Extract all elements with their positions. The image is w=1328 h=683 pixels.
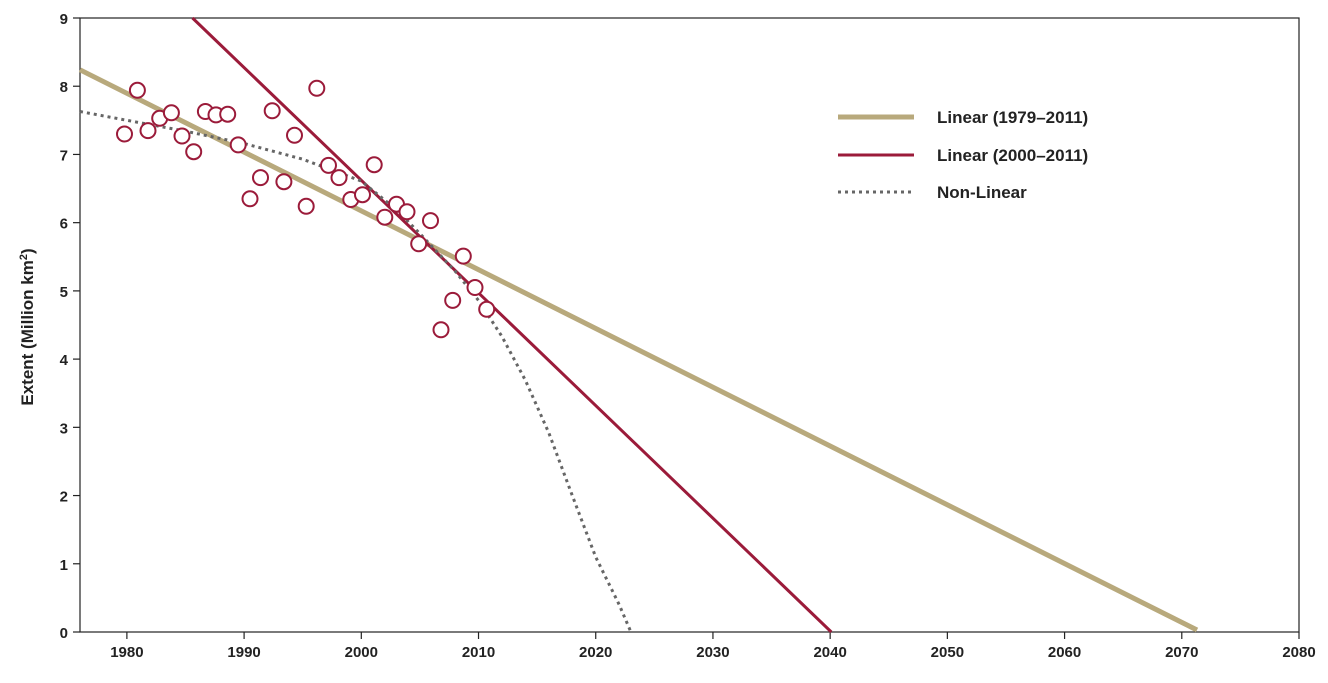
- x-tick-label: 2020: [579, 644, 612, 661]
- chart-legend: Linear (1979–2011) Linear (2000–2011) Non-…: [838, 108, 1088, 202]
- data-point: [185, 143, 203, 161]
- chart-lines: [78, 16, 1199, 634]
- data-point: [454, 247, 472, 265]
- y-tick-label: 4: [60, 352, 69, 369]
- data-point: [263, 102, 281, 120]
- y-tick-label: 7: [60, 147, 68, 164]
- data-point: [162, 104, 180, 122]
- y-tick-label: 1: [60, 557, 68, 574]
- series-line-linear-1979-2011: [78, 67, 1199, 633]
- x-tick-label: 1990: [227, 644, 260, 661]
- chart-points: [116, 79, 496, 339]
- data-point: [297, 197, 315, 215]
- x-tick-label: 2050: [931, 644, 964, 661]
- data-point: [320, 156, 337, 174]
- data-point: [173, 127, 191, 145]
- series-line-non-linear: [79, 110, 633, 633]
- data-point: [466, 279, 484, 296]
- data-point: [219, 105, 237, 123]
- data-point: [478, 300, 496, 318]
- data-point: [229, 136, 247, 154]
- data-point: [275, 173, 293, 191]
- x-tick-label: 2010: [462, 644, 495, 661]
- y-tick-label: 5: [60, 284, 68, 301]
- y-axis-title-tail: ): [18, 248, 37, 254]
- x-tick-label: 2000: [345, 644, 378, 661]
- y-tick-label: 9: [60, 11, 68, 28]
- data-point: [444, 291, 462, 309]
- data-point: [398, 203, 416, 221]
- data-point: [139, 122, 157, 140]
- data-point: [432, 321, 450, 339]
- y-tick-label: 8: [60, 79, 68, 96]
- x-tick-label: 1980: [110, 644, 143, 661]
- data-point: [308, 79, 326, 97]
- x-tick-label: 2030: [696, 644, 729, 661]
- data-point: [116, 125, 133, 143]
- y-tick-label: 3: [60, 420, 68, 437]
- data-point: [376, 208, 394, 226]
- x-tick-label: 2060: [1048, 644, 1081, 661]
- data-point: [365, 156, 383, 174]
- y-axis-title: Extent (Million km2): [18, 248, 37, 405]
- chart-axes: 1980 1990 2000 2010 2020 2030 2040 2050 2060 2070…: [60, 11, 1316, 661]
- plot-frame: [79, 17, 1300, 633]
- x-tick-label: 2040: [813, 644, 846, 661]
- y-tick-label: 0: [60, 625, 68, 642]
- legend-label-linear-1979-2011: Linear (1979–2011): [937, 108, 1088, 127]
- data-point: [354, 186, 371, 204]
- data-point: [241, 190, 259, 208]
- x-tick-label: 2070: [1165, 644, 1198, 661]
- y-axis-title-superscript: 2: [18, 254, 30, 260]
- data-point: [330, 169, 348, 187]
- data-point: [286, 126, 303, 144]
- legend-label-non-linear: Non-Linear: [937, 183, 1027, 202]
- series-line-linear-2000-2011: [191, 16, 833, 634]
- data-point: [252, 169, 269, 187]
- x-tick-label: 2080: [1282, 644, 1315, 661]
- data-point: [422, 212, 439, 230]
- y-tick-label: 6: [60, 216, 68, 233]
- y-tick-label: 2: [60, 489, 68, 506]
- data-point: [410, 235, 428, 253]
- data-point: [128, 81, 146, 99]
- legend-label-linear-2000-2011: Linear (2000–2011): [937, 146, 1088, 165]
